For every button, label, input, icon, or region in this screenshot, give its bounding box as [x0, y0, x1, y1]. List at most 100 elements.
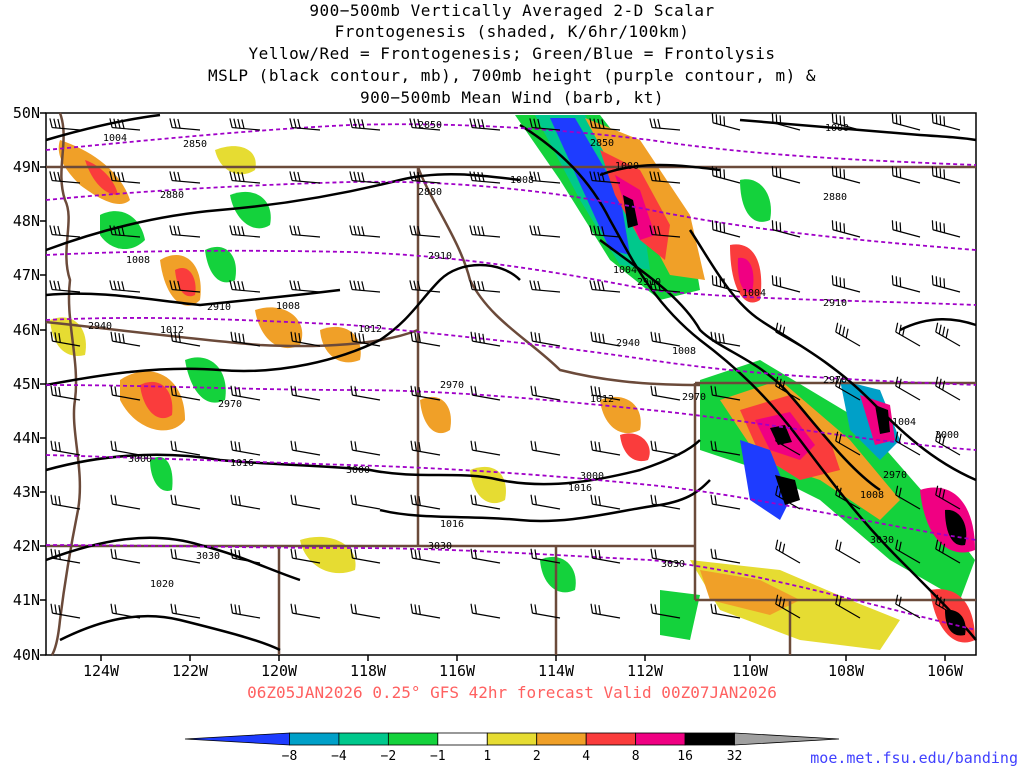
- isobar-label: 1000: [615, 161, 639, 172]
- lon-label: 112W: [627, 662, 664, 680]
- wind-barb: [590, 440, 621, 456]
- wind-barb: [775, 431, 801, 456]
- wind-barb: [835, 376, 861, 401]
- isobar-label: 1016: [440, 519, 464, 530]
- lat-label: 43N: [13, 483, 40, 501]
- wind-barb: [835, 322, 861, 347]
- wind-barb: [710, 548, 741, 564]
- wind-barb: [529, 171, 561, 184]
- wind-barb: [230, 385, 261, 401]
- shade-area: [175, 268, 196, 297]
- height-label: 2910: [823, 298, 847, 309]
- isobar-label: 1004: [613, 265, 637, 276]
- wind-barb: [831, 166, 861, 184]
- shade-area: [875, 405, 890, 434]
- wind-barb: [110, 331, 141, 347]
- isobar-label: 1016: [568, 483, 592, 494]
- wind-barb: [290, 603, 321, 619]
- isobar-label: 1016: [230, 458, 254, 469]
- wind-barb: [529, 225, 561, 238]
- wind-barb: [289, 118, 321, 131]
- lon-label: 110W: [732, 662, 769, 680]
- colorbar-label: 32: [727, 749, 743, 764]
- wind-barb: [50, 440, 81, 456]
- wind-barb: [895, 431, 921, 456]
- wind-barb: [409, 171, 441, 184]
- wind-barb: [775, 539, 801, 564]
- wind-barb: [711, 220, 741, 238]
- wind-barb: [349, 225, 381, 238]
- wind-barb: [410, 385, 441, 401]
- wind-barb: [590, 603, 621, 619]
- wind-barb: [349, 171, 381, 184]
- isobar-line: [45, 288, 341, 307]
- lat-label: 49N: [13, 158, 40, 176]
- wind-barb: [350, 494, 381, 510]
- height-label: 2910: [207, 302, 231, 313]
- wind-barb: [711, 275, 741, 293]
- wind-barb: [109, 118, 141, 131]
- wind-barb: [931, 113, 961, 131]
- id-mt-border: [416, 166, 701, 387]
- wind-barb: [50, 603, 81, 619]
- colorbar-swatch: [486, 732, 538, 746]
- isobar-label: 1012: [590, 394, 614, 405]
- colorbar-label: −4: [331, 749, 347, 764]
- isobar-label: 1004: [103, 133, 127, 144]
- wind-barb: [649, 171, 681, 184]
- wind-barb: [410, 548, 441, 564]
- wind-barb: [110, 494, 141, 510]
- shade-area: [255, 307, 303, 349]
- wind-barb: [831, 113, 861, 131]
- wind-barb: [649, 225, 681, 238]
- colorbar-swatch: [536, 732, 587, 746]
- shade-area: [740, 179, 771, 222]
- isobar-label: 1004: [742, 288, 766, 299]
- isobar-line: [45, 263, 521, 387]
- wind-barb: [891, 220, 921, 238]
- isobar-labels: 1004 1000 1008 1008 1012 1012 1004 1008 …: [103, 123, 916, 590]
- wind-barb: [835, 431, 861, 456]
- isobar-line: [45, 113, 161, 142]
- wind-barb: [470, 494, 501, 510]
- wind-barb: [530, 603, 561, 619]
- shade-area: [690, 560, 900, 650]
- wind-barb: [410, 603, 441, 619]
- isobar-label: 1012: [160, 325, 184, 336]
- wind-barb: [50, 385, 81, 401]
- height-labels: 2850 2850 2850 2880 2880 2880 2910 2910 …: [88, 120, 959, 570]
- wind-barb: [935, 322, 961, 347]
- lat-label: 47N: [13, 266, 40, 284]
- wind-barb: [289, 225, 321, 238]
- wind-barb: [410, 494, 441, 510]
- wind-barb: [775, 376, 801, 401]
- title-line-5: 900−500mb Mean Wind (barb, kt): [360, 88, 664, 107]
- height-label: 3030: [428, 541, 452, 552]
- wind-barb: [469, 118, 501, 131]
- wind-barb: [771, 220, 801, 238]
- wind-barb: [931, 275, 961, 293]
- wind-barb: [169, 280, 201, 293]
- wind-barb: [710, 331, 741, 347]
- colorbar-swatch: [734, 732, 840, 746]
- wind-barb: [230, 440, 261, 456]
- wind-barb: [589, 118, 621, 131]
- isobar-label: 1008: [860, 490, 884, 501]
- wind-barb: [650, 331, 681, 347]
- height-label: 2970: [218, 399, 242, 410]
- wind-barb: [110, 385, 141, 401]
- isobar-line: [379, 479, 711, 523]
- isobar-label: 1020: [150, 579, 174, 590]
- height-label: 2910: [637, 277, 661, 288]
- height-label: 2850: [418, 120, 442, 131]
- shade-area: [945, 609, 966, 636]
- wind-barb: [775, 322, 801, 347]
- wind-barb: [931, 166, 961, 184]
- wind-barb: [589, 171, 621, 184]
- wind-barb: [771, 113, 801, 131]
- wind-barb: [110, 548, 141, 564]
- wind-barb: [895, 485, 921, 510]
- height-label: 3000: [346, 465, 370, 476]
- axis-ticks: [40, 112, 946, 661]
- height-label: 2940: [88, 321, 112, 332]
